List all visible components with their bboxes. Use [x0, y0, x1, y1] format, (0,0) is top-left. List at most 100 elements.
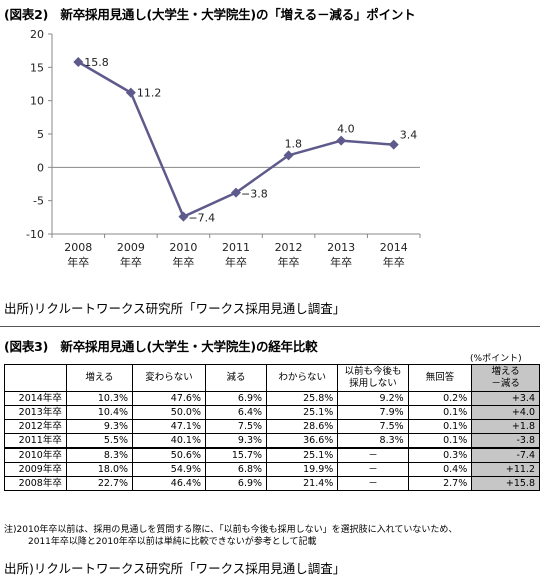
table-cell: 36.6%	[266, 433, 339, 449]
note-line-1: 注)2010年卒以前は、採用の見通しを質問する際に、「以前も今後も採用しない」を…	[4, 525, 458, 535]
figure3-title: (図表3) 新卒採用見通し(大学生・大学院生)の経年比較	[4, 339, 318, 354]
table-header-cell: 増える －減る	[471, 364, 540, 392]
data-point	[231, 187, 241, 198]
table-cell: 8.3%	[337, 433, 409, 449]
table-cell: 0.1%	[407, 405, 473, 420]
table-cell: 6.4%	[204, 405, 268, 420]
table-cell: 0.4%	[407, 462, 473, 477]
table-cell: 8.3%	[65, 447, 134, 463]
row-label-cell: 2008年卒	[4, 476, 67, 491]
x-tick-label: 年卒	[67, 255, 89, 269]
table-header-cell: 以前も今後も 採用しない	[337, 364, 409, 392]
data-point	[125, 87, 136, 98]
x-tick-label: 2010	[169, 241, 197, 254]
x-tick-label: 年卒	[120, 255, 142, 269]
row-label-cell: 2012年卒	[4, 419, 67, 434]
table-cell: 21.4%	[266, 476, 339, 491]
table-cell: 25.1%	[266, 447, 339, 463]
table-cell: 9.2%	[337, 391, 409, 406]
data-point	[336, 135, 347, 146]
table-cell: 15.7%	[204, 447, 268, 463]
data-label: 11.2	[137, 87, 162, 100]
row-label-cell: 2009年卒	[4, 462, 67, 477]
table-cell: 0.1%	[407, 433, 473, 449]
table-cell: 25.1%	[266, 405, 339, 420]
data-point	[388, 139, 399, 150]
section-divider	[0, 326, 540, 327]
line-chart: -10-5051015202008年卒2009年卒2010年卒2011年卒201…	[26, 28, 421, 269]
table-cell: 5.5%	[65, 433, 134, 449]
table-cell: 0.3%	[407, 447, 473, 463]
row-label-cell: 2013年卒	[4, 405, 67, 420]
y-tick-label: 5	[37, 128, 44, 141]
x-tick-label: 2014	[380, 241, 408, 254]
table-cell: 54.9%	[132, 462, 206, 477]
note-line-2: 2011年卒以降と2010年卒以前は単純に比較できないが参考として記載	[28, 537, 317, 547]
y-tick-label: 20	[30, 28, 44, 41]
figure3-source: 出所)リクルートワークス研究所「ワークス採用見通し調査」	[4, 561, 346, 576]
data-point	[178, 211, 189, 222]
table-cell: 6.9%	[204, 476, 268, 491]
table-cell: +15.8	[471, 476, 540, 491]
x-tick-label: 2013	[327, 241, 355, 254]
table-cell: 22.7%	[65, 476, 134, 491]
table-header-cell: 変わらない	[132, 364, 206, 392]
table-header-cell: 減る	[204, 364, 268, 392]
data-point	[73, 57, 84, 67]
table-cell: 10.3%	[65, 391, 134, 406]
figure2-source: 出所)リクルートワークス研究所「ワークス採用見通し調査」	[4, 301, 346, 316]
y-tick-label: -10	[26, 228, 44, 241]
table-cell: 25.8%	[266, 391, 339, 406]
table-row: 2013年卒 10.4% 50.0% 6.4% 25.1% 7.9% 0.1% +4.0	[4, 405, 540, 420]
table-cell: 9.3%	[204, 433, 268, 449]
table-cell: 7.5%	[204, 419, 268, 434]
table-cell: 47.1%	[132, 419, 206, 434]
data-label: 4.0	[337, 123, 355, 136]
data-label: −3.8	[241, 188, 268, 201]
x-tick-label: 年卒	[172, 255, 194, 269]
y-tick-label: 0	[37, 161, 44, 174]
y-tick-label: 15	[30, 61, 44, 74]
y-tick-label: 10	[30, 95, 44, 108]
table-cell: 7.9%	[337, 405, 409, 420]
table-cell: 9.3%	[65, 419, 134, 434]
x-tick-label: 年卒	[225, 255, 247, 269]
table-cell: +11.2	[471, 462, 540, 477]
table-cell: +4.0	[471, 405, 540, 420]
x-tick-label: 2008	[64, 241, 92, 254]
data-label: 1.8	[285, 137, 303, 150]
x-tick-label: 2012	[275, 241, 303, 254]
table-cell: 40.1%	[132, 433, 206, 449]
table-cell: －	[337, 462, 409, 477]
table-row: 2010年卒 8.3% 50.6% 15.7% 25.1% － 0.3% -7.4	[4, 447, 540, 463]
table-cell: 18.0%	[65, 462, 134, 477]
table-header-cell: わからない	[266, 364, 339, 392]
figure2-title: (図表2) 新卒採用見通し(大学生・大学院生)の「増える－減る」ポイント	[4, 7, 416, 22]
table-cell: -3.8	[471, 433, 540, 449]
data-point	[283, 150, 294, 161]
data-label: −7.4	[188, 212, 215, 225]
table-header-cell	[4, 364, 67, 392]
data-label: 3.4	[400, 129, 418, 142]
table-cell: 50.0%	[132, 405, 206, 420]
table-cell: 6.8%	[204, 462, 268, 477]
table-cell: －	[337, 447, 409, 463]
table-cell: 0.1%	[407, 419, 473, 434]
table-row: 2008年卒 22.7% 46.4% 6.9% 21.4% － 2.7% +15.8	[4, 476, 540, 491]
x-tick-label: 2011	[222, 241, 250, 254]
row-label-cell: 2010年卒	[4, 447, 67, 463]
table-unit-label: (%ポイント)	[470, 354, 522, 364]
row-label-cell: 2011年卒	[4, 433, 67, 449]
table-cell: 7.5%	[337, 419, 409, 434]
x-tick-label: 年卒	[278, 255, 300, 269]
table-cell: 50.6%	[132, 447, 206, 463]
table-cell: 6.9%	[204, 391, 268, 406]
x-tick-label: 2009	[117, 241, 145, 254]
table-cell: -7.4	[471, 447, 540, 463]
table-cell: －	[337, 476, 409, 491]
x-tick-label: 年卒	[330, 255, 352, 269]
table-cell: 10.4%	[65, 405, 134, 420]
table-header-cell: 無回答	[407, 364, 473, 392]
table-cell: 19.9%	[266, 462, 339, 477]
table-notes: 注)2010年卒以前は、採用の見通しを質問する際に、「以前も今後も採用しない」を…	[4, 524, 457, 548]
